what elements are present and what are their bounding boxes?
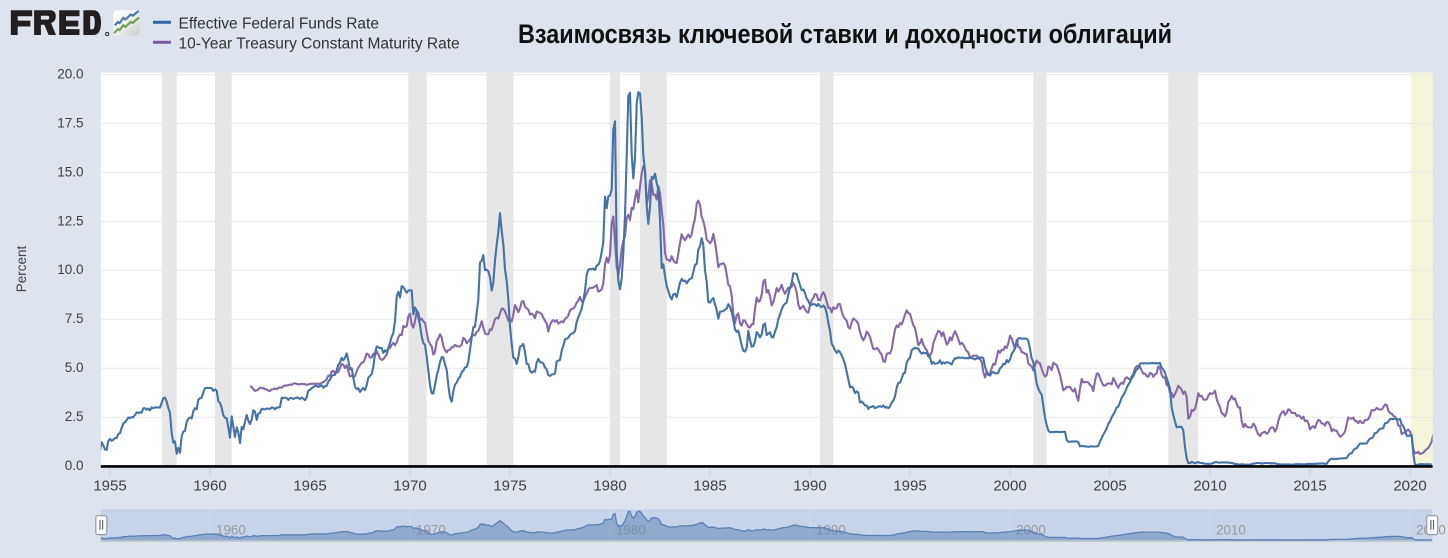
svg-text:7.5: 7.5 [65,311,84,326]
svg-text:1960: 1960 [193,478,226,495]
svg-text:2005: 2005 [1093,478,1126,495]
svg-text:10-Year Treasury Constant Matu: 10-Year Treasury Constant Maturity Rate [179,35,460,52]
svg-text:1955: 1955 [93,478,126,495]
svg-text:0.0: 0.0 [65,458,84,473]
svg-text:2.5: 2.5 [65,409,84,424]
svg-text:1985: 1985 [693,478,726,495]
svg-text:15.0: 15.0 [57,164,83,179]
svg-text:2010: 2010 [1193,478,1226,495]
svg-text:12.5: 12.5 [57,213,83,228]
svg-text:20.0: 20.0 [57,67,83,82]
svg-text:1970: 1970 [393,478,426,495]
svg-text:1995: 1995 [893,478,926,495]
svg-text:Effective Federal Funds Rate: Effective Federal Funds Rate [179,15,379,32]
svg-text:1960: 1960 [216,522,246,537]
svg-text:2015: 2015 [1293,478,1326,495]
svg-text:Взаимосвязь ключевой ставки и: Взаимосвязь ключевой ставки и доходности… [518,19,1172,49]
svg-text:1980: 1980 [593,478,626,495]
svg-text:2000: 2000 [993,478,1026,495]
svg-text:10.0: 10.0 [57,262,83,277]
svg-text:2020: 2020 [1393,478,1426,495]
svg-text:1990: 1990 [793,478,826,495]
svg-text:1965: 1965 [293,478,326,495]
svg-text:1975: 1975 [493,478,526,495]
svg-text:Percent: Percent [14,245,29,292]
svg-text:2010: 2010 [1216,522,1246,537]
svg-text:17.5: 17.5 [57,115,83,130]
svg-text:5.0: 5.0 [65,360,84,375]
